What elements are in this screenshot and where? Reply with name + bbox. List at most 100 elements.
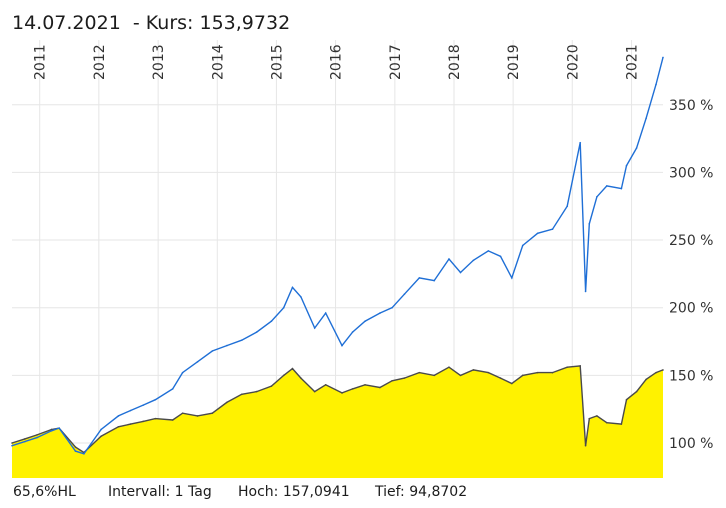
fund-point — [403, 377, 406, 379]
fund-point — [351, 388, 354, 390]
fund-point — [255, 390, 258, 393]
benchmark-point — [584, 290, 587, 293]
fund-point — [620, 423, 623, 425]
benchmark-point — [655, 83, 657, 86]
fund-point — [536, 371, 539, 374]
benchmark-point — [196, 361, 199, 363]
fund-point — [226, 401, 228, 404]
fund-point — [240, 393, 243, 396]
benchmark-point — [379, 312, 381, 314]
fund-point — [521, 374, 524, 377]
x-tick-label: 2016 — [329, 44, 345, 80]
fund-point — [625, 398, 628, 401]
benchmark-point — [341, 344, 343, 347]
low-value: Tief: 94,8702 — [375, 484, 468, 500]
hl-ratio: 65,6%HL — [13, 484, 76, 500]
fund-area — [12, 365, 663, 478]
title-separator: - — [120, 12, 146, 34]
benchmark-point — [351, 331, 354, 333]
fund-point — [181, 412, 184, 415]
benchmark-point — [635, 147, 638, 149]
benchmark-point — [448, 258, 450, 260]
quote-date: 14.07.2021 — [12, 12, 121, 34]
x-tick-label: 2018 — [447, 44, 463, 80]
current-price: 153,9732 — [199, 12, 291, 34]
fund-point — [23, 438, 26, 440]
fund-point — [324, 384, 327, 386]
fund-point — [154, 417, 157, 420]
benchmark-point — [536, 232, 539, 235]
benchmark-point — [625, 164, 628, 167]
y-tick-label: 300 % — [669, 165, 713, 181]
fund-point — [364, 384, 366, 386]
fund-point — [142, 420, 145, 423]
x-tick-label: 2021 — [625, 44, 641, 80]
benchmark-point — [154, 398, 157, 401]
benchmark-point — [605, 185, 608, 187]
fund-point — [270, 385, 273, 387]
fund-point — [584, 444, 587, 447]
x-axis-labels: 2011 2012 2013 2014 2015 2016 2017 2018 2019 2020… — [33, 44, 641, 80]
chart-series — [11, 56, 664, 478]
benchmark-point — [142, 404, 145, 406]
benchmark-point — [596, 195, 598, 198]
y-tick-label: 250 % — [669, 233, 713, 249]
benchmark-point — [129, 409, 132, 412]
y-axis-labels: 100 % 150 % 200 % 250 % 300 % 350 % — [669, 98, 713, 452]
fund-point — [341, 392, 343, 394]
benchmark-point — [282, 306, 285, 309]
benchmark-point — [645, 117, 647, 120]
benchmark-point — [313, 327, 316, 329]
y-tick-label: 100 % — [669, 436, 713, 452]
fund-point — [282, 374, 285, 377]
fund-point — [50, 428, 53, 431]
benchmark-point — [211, 350, 214, 352]
fund-point — [579, 365, 582, 367]
benchmark-point — [74, 450, 77, 452]
fund-point — [605, 421, 608, 424]
x-tick-label: 2014 — [210, 44, 226, 80]
benchmark-point — [391, 306, 393, 309]
benchmark-point — [551, 228, 554, 231]
fund-point — [171, 419, 174, 421]
benchmark-point — [58, 427, 60, 429]
fund-point — [499, 377, 502, 379]
fund-point — [472, 369, 475, 371]
benchmark-point — [117, 415, 120, 417]
benchmark-point — [511, 277, 513, 279]
x-tick-label: 2013 — [151, 44, 167, 80]
x-tick-label: 2012 — [92, 44, 108, 80]
fund-point — [313, 390, 316, 393]
x-tick-label: 2017 — [388, 44, 404, 80]
fund-point — [196, 415, 199, 417]
fund-point — [566, 366, 569, 369]
fund-point — [635, 390, 638, 393]
x-tick-label: 2020 — [565, 44, 581, 80]
benchmark-point — [171, 388, 174, 390]
fund-point — [655, 371, 657, 374]
benchmark-point — [100, 428, 102, 431]
fund-point — [211, 412, 214, 415]
benchmark-point — [620, 187, 623, 190]
fund-point — [662, 369, 664, 371]
fund-point — [129, 423, 132, 425]
benchmark-point — [324, 312, 327, 314]
high-value: Hoch: 157,0941 — [238, 484, 350, 500]
benchmark-point — [226, 344, 228, 347]
benchmark-point — [418, 277, 421, 279]
interval-info: Intervall: 1 Tag — [108, 484, 212, 500]
fund-point — [511, 382, 513, 385]
fund-point — [74, 446, 77, 448]
benchmark-point — [181, 371, 184, 374]
benchmark-point — [433, 279, 436, 282]
benchmark-line — [11, 57, 664, 455]
benchmark-point — [487, 250, 490, 252]
benchmark-point — [499, 255, 502, 258]
chart-title: 14.07.2021 - Kurs: 153,9732 — [12, 12, 290, 34]
benchmark-point — [662, 56, 664, 59]
y-tick-label: 150 % — [669, 368, 713, 384]
fund-point — [36, 434, 38, 436]
benchmark-point — [459, 271, 462, 274]
benchmark-point — [83, 453, 85, 455]
